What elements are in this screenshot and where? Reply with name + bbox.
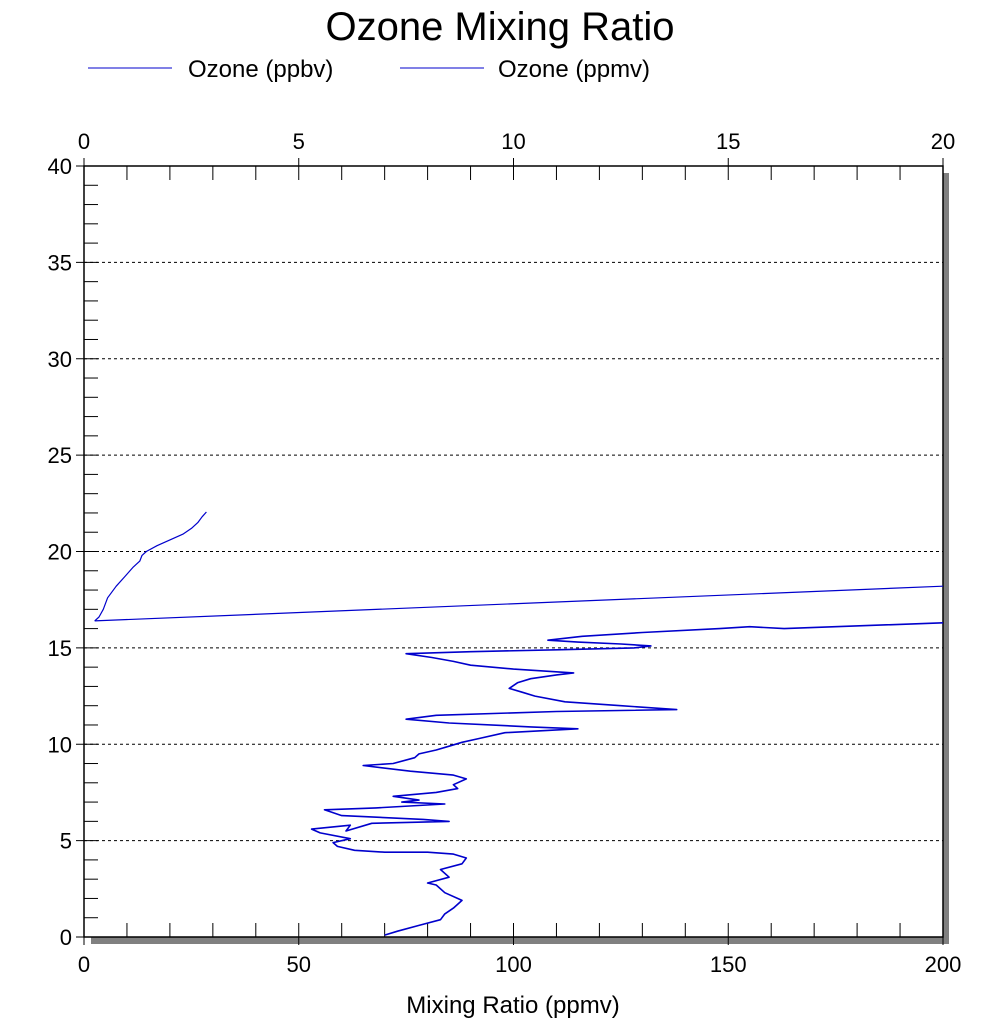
x-bottom-tick-label: 0 — [78, 952, 90, 977]
x-axis-title: Mixing Ratio (ppmv) — [406, 992, 619, 1019]
x-top-tick-label: 5 — [293, 129, 305, 154]
y-tick-label: 40 — [48, 154, 72, 179]
y-tick-label: 20 — [48, 540, 72, 565]
data-series — [94, 511, 944, 936]
series-line-ppbv — [310, 622, 944, 936]
y-tick-label: 15 — [48, 636, 72, 661]
x-top-tick-label: 20 — [931, 129, 955, 154]
legend-label-ppbv: Ozone (ppbv) — [188, 56, 333, 83]
x-top-tick-label: 10 — [501, 129, 525, 154]
axis-ticks — [76, 158, 944, 945]
y-tick-label: 5 — [60, 829, 72, 854]
y-tick-label: 35 — [48, 250, 72, 275]
series-line-connector — [94, 585, 944, 622]
series-line-ppmv — [94, 511, 207, 622]
legend-label-ppmv: Ozone (ppmv) — [498, 56, 650, 83]
y-tick-label: 10 — [48, 732, 72, 757]
x-top-tick-label: 15 — [716, 129, 740, 154]
x-bottom-tick-label: 200 — [925, 952, 962, 977]
grid-lines — [84, 261, 943, 842]
chart-title: Ozone Mixing Ratio — [325, 5, 674, 49]
y-tick-label: 25 — [48, 443, 72, 468]
y-tick-label: 0 — [60, 925, 72, 950]
x-bottom-tick-label: 50 — [287, 952, 311, 977]
x-top-tick-label: 0 — [78, 129, 90, 154]
legend: Ozone (ppbv) Ozone (ppmv) — [88, 56, 650, 83]
y-tick-label: 30 — [48, 347, 72, 372]
x-bottom-tick-label: 150 — [710, 952, 747, 977]
x-bottom-tick-label: 100 — [495, 952, 532, 977]
